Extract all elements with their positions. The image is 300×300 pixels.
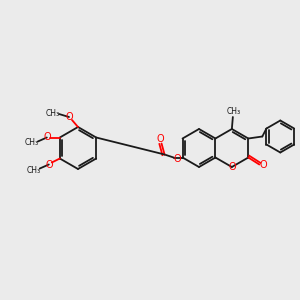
- Text: O: O: [65, 112, 73, 122]
- Text: CH₃: CH₃: [46, 109, 60, 118]
- Text: CH₃: CH₃: [27, 166, 41, 175]
- Text: CH₃: CH₃: [25, 138, 39, 147]
- Text: O: O: [45, 160, 52, 170]
- Text: CH₃: CH₃: [227, 106, 241, 116]
- Text: O: O: [228, 162, 236, 172]
- Text: O: O: [157, 134, 164, 143]
- Text: O: O: [174, 154, 182, 164]
- Text: O: O: [43, 133, 51, 142]
- Text: O: O: [260, 160, 267, 170]
